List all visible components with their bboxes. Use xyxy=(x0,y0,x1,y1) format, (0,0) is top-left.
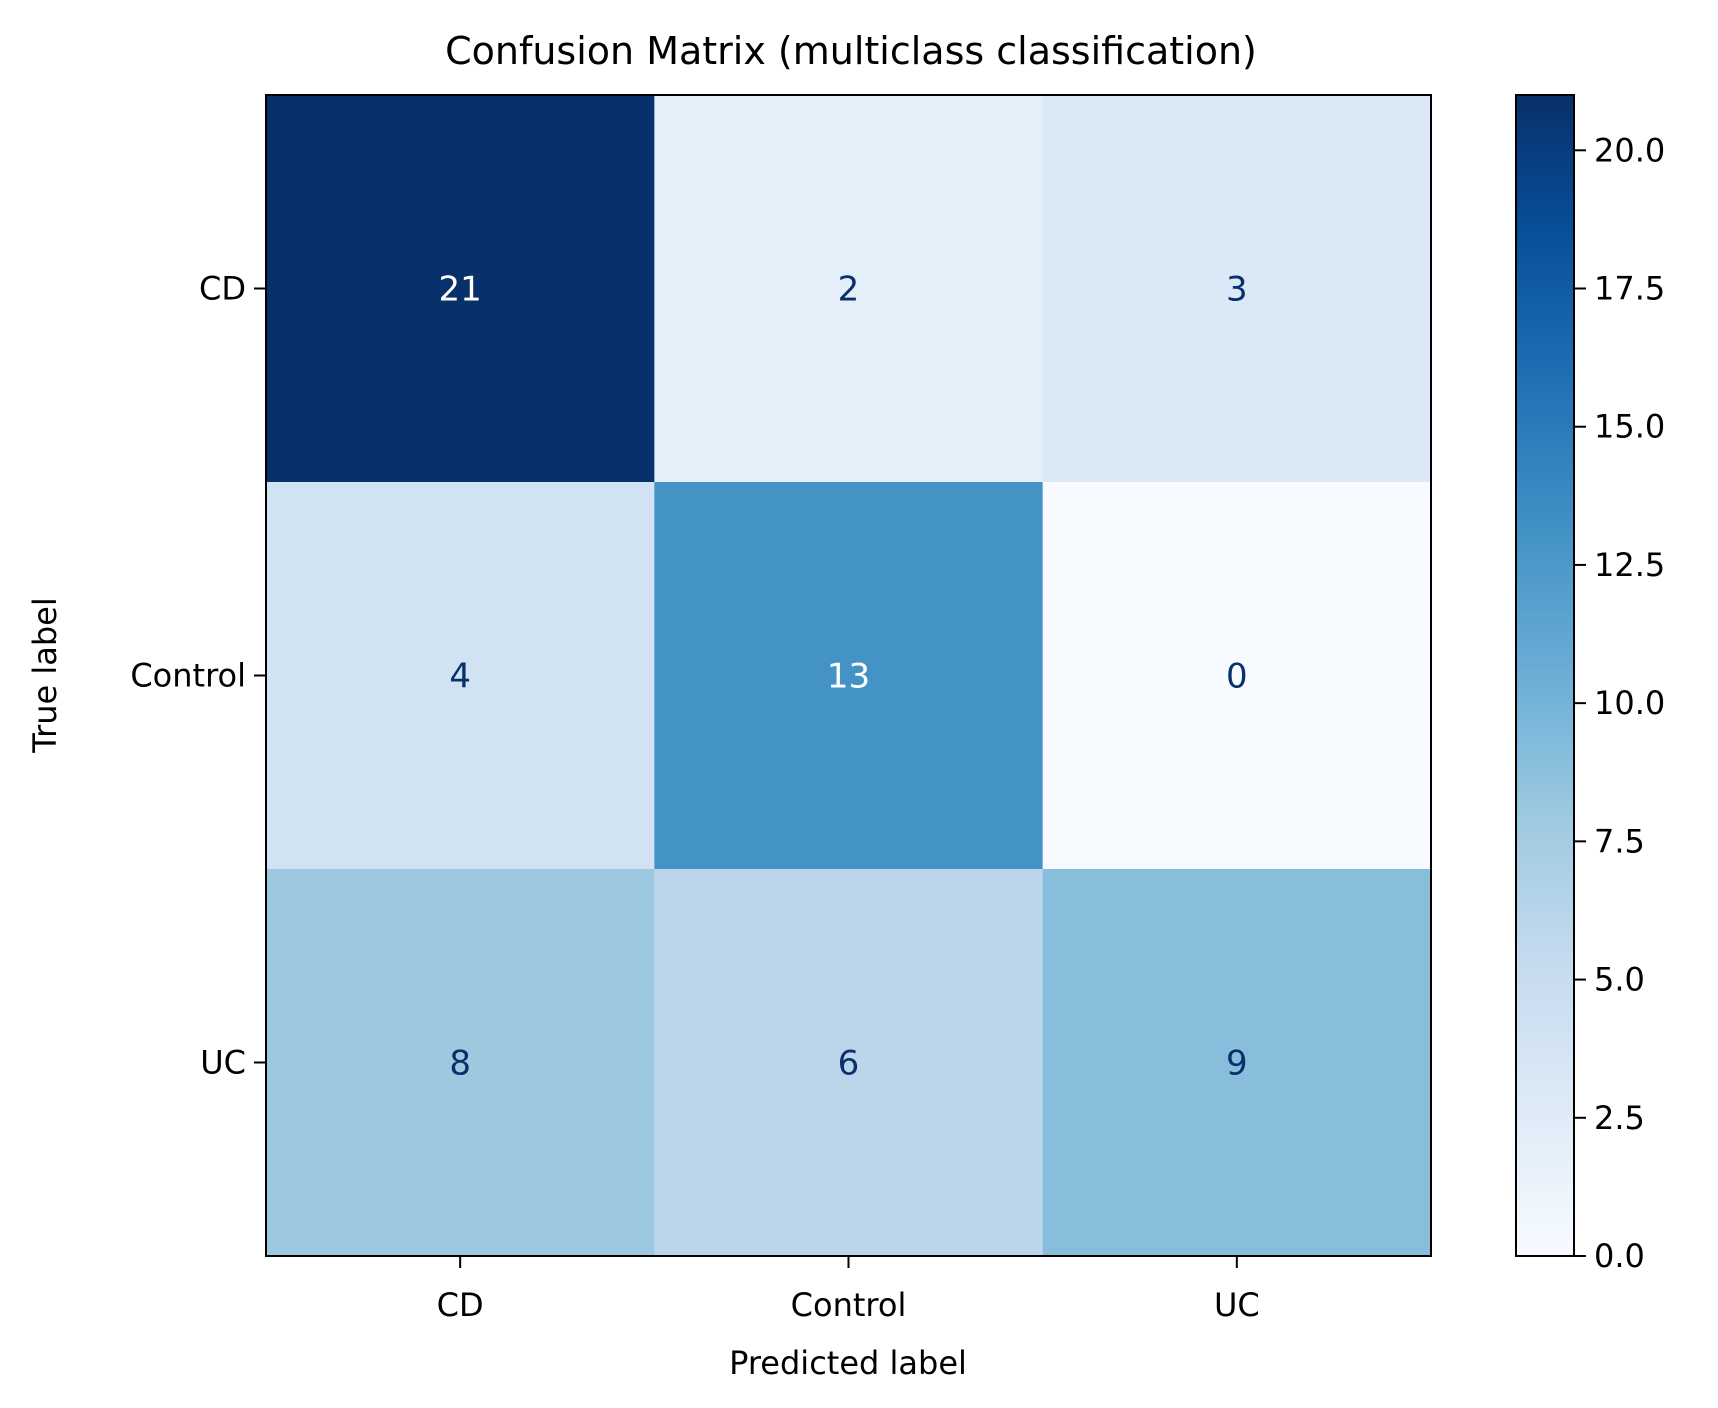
heatmap-cell xyxy=(1042,95,1432,483)
heatmap-cell xyxy=(654,869,1044,1257)
colorbar-tick-label: 12.5 xyxy=(1594,546,1665,584)
heatmap-cell xyxy=(1042,869,1432,1257)
colorbar xyxy=(1515,94,1575,1257)
cell-value-label: 3 xyxy=(1226,270,1248,310)
x-tick-label: CD xyxy=(437,1286,484,1324)
colorbar-tick-label: 10.0 xyxy=(1594,684,1665,722)
colorbar-tick-label: 5.0 xyxy=(1594,961,1645,999)
colorbar-tick-label: 17.5 xyxy=(1594,270,1665,308)
y-tick-label: CD xyxy=(199,270,246,308)
cell-value-label: 2 xyxy=(838,270,860,310)
colorbar-tick-label: 2.5 xyxy=(1594,1099,1645,1137)
chart-title: Confusion Matrix (multiclass classificat… xyxy=(445,29,1257,73)
heatmap-cell xyxy=(266,482,655,870)
cell-value-label: 0 xyxy=(1226,657,1248,697)
cell-value-label: 21 xyxy=(439,270,482,310)
x-axis-label: Predicted label xyxy=(729,1344,967,1382)
cell-value-label: 9 xyxy=(1226,1044,1248,1084)
colorbar-tick-label: 0.0 xyxy=(1594,1237,1645,1275)
cell-value-label: 8 xyxy=(449,1044,471,1084)
heatmap-cell xyxy=(654,482,1044,870)
y-tick-label: Control xyxy=(130,657,246,695)
heatmap-cell xyxy=(266,869,655,1257)
heatmap-cell xyxy=(1042,482,1432,870)
heatmap-cell xyxy=(266,95,655,483)
y-tick-label: UC xyxy=(200,1044,246,1082)
cell-value-label: 4 xyxy=(449,657,471,697)
x-tick-label: Control xyxy=(791,1286,907,1324)
colorbar-tick-label: 15.0 xyxy=(1594,408,1665,446)
heatmap-cell xyxy=(654,95,1044,483)
cell-value-label: 6 xyxy=(838,1044,860,1084)
cell-value-label: 13 xyxy=(827,657,870,697)
colorbar-tick-label: 20.0 xyxy=(1594,131,1665,169)
x-tick-label: UC xyxy=(1214,1286,1260,1324)
colorbar-tick-label: 7.5 xyxy=(1594,822,1645,860)
y-axis-label: True label xyxy=(26,597,64,754)
